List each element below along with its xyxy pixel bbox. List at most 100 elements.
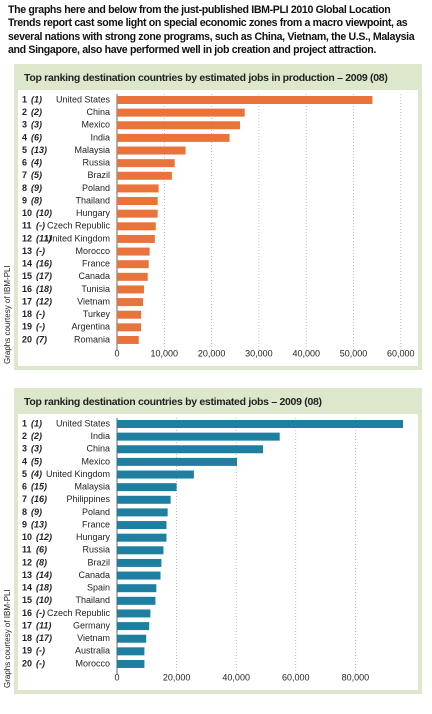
- rank: 5: [22, 145, 27, 155]
- rank: 14: [22, 583, 32, 593]
- previous-rank: (5): [31, 170, 42, 180]
- category-label: India: [90, 132, 110, 142]
- bar: [117, 298, 144, 307]
- previous-rank: (-): [36, 646, 45, 656]
- chart-title: Top ranking destination countries by est…: [24, 72, 388, 84]
- rank: 13: [22, 570, 32, 580]
- previous-rank: (14): [36, 570, 52, 580]
- rank: 17: [22, 296, 32, 306]
- rank: 3: [22, 444, 27, 454]
- previous-rank: (9): [31, 507, 42, 517]
- category-label: Brazil: [87, 557, 110, 567]
- category-label: China: [86, 444, 110, 454]
- bar: [117, 323, 142, 332]
- rank: 15: [22, 595, 32, 605]
- bar: [117, 108, 245, 117]
- bar: [117, 659, 145, 668]
- rank: 3: [22, 120, 27, 130]
- category-label: Poland: [82, 183, 110, 193]
- rank: 10: [22, 532, 32, 542]
- category-label: Canada: [78, 271, 110, 281]
- previous-rank: (2): [31, 107, 42, 117]
- category-label: Thailand: [75, 595, 110, 605]
- rank: 1: [22, 418, 27, 428]
- bar: [117, 96, 373, 104]
- category-label: Argentina: [71, 322, 110, 332]
- category-label: Hungary: [76, 208, 111, 218]
- category-label: China: [86, 107, 110, 117]
- rank: 10: [22, 208, 32, 218]
- rank: 17: [22, 620, 32, 630]
- previous-rank: (11): [36, 233, 51, 243]
- rank: 9: [22, 519, 27, 529]
- x-tick-label: 40,000: [222, 672, 250, 682]
- previous-rank: (10): [36, 208, 52, 218]
- rank: 7: [22, 494, 27, 504]
- previous-rank: (11): [36, 620, 51, 630]
- bar: [117, 335, 139, 344]
- previous-rank: (4): [31, 469, 42, 479]
- category-label: Russia: [82, 158, 110, 168]
- previous-rank: (18): [36, 583, 52, 593]
- x-tick-label: 80,000: [342, 672, 370, 682]
- previous-rank: (13): [31, 145, 47, 155]
- rank: 7: [22, 170, 27, 180]
- bar: [117, 272, 148, 281]
- bar: [117, 171, 172, 180]
- bar: [117, 420, 404, 428]
- rank: 4: [22, 132, 27, 142]
- previous-rank: (-): [36, 246, 45, 256]
- bar: [117, 234, 155, 243]
- bar: [117, 432, 280, 441]
- category-label: Czech Republic: [47, 608, 111, 618]
- rank: 11: [22, 545, 32, 555]
- previous-rank: (2): [31, 431, 42, 441]
- rank: 5: [22, 469, 27, 479]
- rank: 6: [22, 158, 27, 168]
- bar: [117, 521, 167, 530]
- rank: 11: [22, 221, 32, 231]
- category-label: Mexico: [81, 456, 110, 466]
- x-tick-label: 0: [114, 348, 119, 358]
- category-label: Brazil: [87, 170, 110, 180]
- rank: 16: [22, 608, 32, 618]
- previous-rank: (6): [36, 545, 47, 555]
- category-label: Australia: [75, 646, 110, 656]
- previous-rank: (13): [31, 519, 47, 529]
- bar: [117, 558, 162, 567]
- category-label: France: [82, 519, 110, 529]
- previous-rank: (10): [36, 595, 52, 605]
- previous-rank: (-): [36, 221, 45, 231]
- intro-text: The graphs here and below from the just-…: [8, 4, 415, 57]
- category-label: Morocco: [75, 246, 110, 256]
- credit: Graphs courtesy of IBM-PLI: [3, 265, 12, 364]
- previous-rank: (1): [31, 418, 42, 428]
- bar: [117, 222, 156, 231]
- category-label: United Kingdom: [46, 469, 110, 479]
- bar: [117, 571, 161, 580]
- bar: [117, 470, 194, 479]
- category-label: Germany: [73, 620, 111, 630]
- previous-rank: (18): [36, 284, 52, 294]
- category-label: Malaysia: [74, 482, 110, 492]
- credit: Graphs courtesy of IBM-PLI: [3, 589, 12, 688]
- previous-rank: (9): [31, 183, 42, 193]
- bar: [117, 647, 145, 656]
- bar: [117, 483, 177, 492]
- category-label: France: [82, 259, 110, 269]
- x-tick-label: 20,000: [198, 348, 226, 358]
- previous-rank: (17): [36, 271, 52, 281]
- x-tick-label: 0: [114, 672, 119, 682]
- rank: 16: [22, 284, 32, 294]
- rank: 6: [22, 482, 27, 492]
- bar: [117, 146, 186, 155]
- bar: [117, 197, 158, 206]
- rank: 13: [22, 246, 32, 256]
- rank: 20: [22, 334, 32, 344]
- rank: 1: [22, 94, 27, 104]
- previous-rank: (15): [31, 482, 47, 492]
- rank: 2: [22, 431, 27, 441]
- rank: 19: [22, 322, 32, 332]
